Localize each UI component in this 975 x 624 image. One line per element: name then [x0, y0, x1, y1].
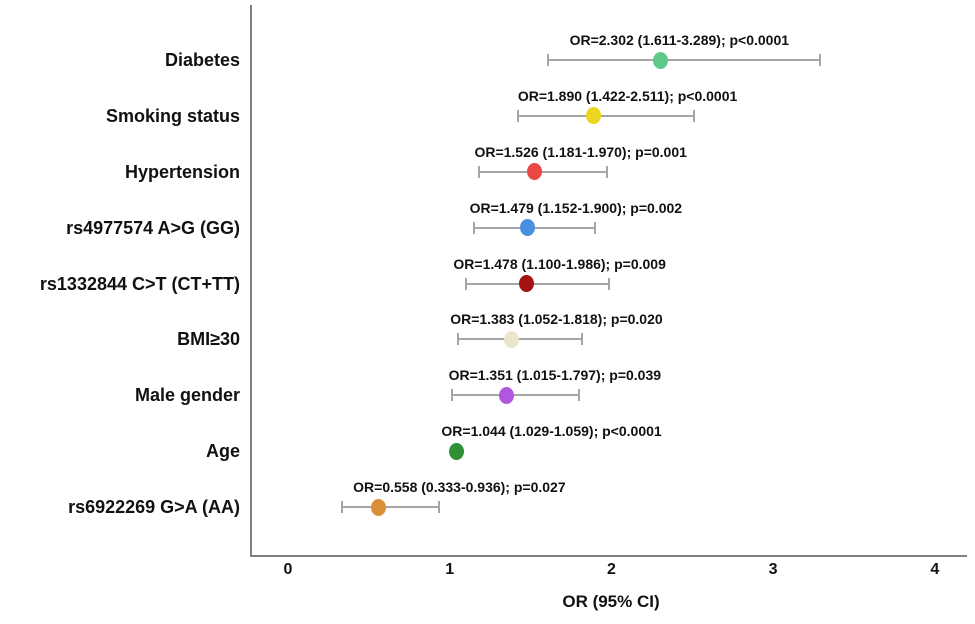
ci-cap-right — [594, 221, 597, 234]
ci-cap-right — [580, 333, 583, 346]
or-annotation: OR=2.302 (1.611-3.289); p<0.0001 — [569, 32, 790, 48]
category-label: rs6922269 G>A (AA) — [68, 497, 240, 517]
y-axis-line — [250, 5, 252, 557]
ci-cap-left — [473, 221, 476, 234]
ci-cap-right — [818, 54, 821, 66]
x-tick-label: 3 — [768, 561, 778, 578]
category-label: rs4977574 A>G (GG) — [66, 217, 240, 238]
x-tick-label: 1 — [445, 561, 455, 578]
category-label: Age — [205, 441, 240, 462]
ci-line — [465, 282, 610, 285]
or-point — [519, 219, 535, 237]
or-point — [504, 330, 520, 348]
or-point — [498, 386, 514, 404]
or-point — [519, 275, 535, 292]
ci-cap-right — [438, 501, 441, 513]
or-annotation: OR=1.526 (1.181-1.970); p=0.001 — [474, 143, 687, 160]
or-point — [370, 498, 386, 516]
ci-cap-right — [577, 389, 580, 402]
x-axis-line — [250, 555, 967, 557]
category-label: Diabetes — [164, 50, 240, 70]
x-axis-title: OR (95% CI) — [562, 592, 660, 611]
x-tick-label: 4 — [930, 561, 940, 578]
ci-cap-left — [464, 277, 467, 290]
or-annotation: OR=1.479 (1.152-1.900); p=0.002 — [469, 199, 683, 216]
category-label: rs1332844 C>T (CT+TT) — [39, 273, 240, 294]
or-annotation: OR=1.890 (1.422-2.511); p<0.0001 — [517, 87, 738, 104]
ci-line — [458, 338, 582, 341]
category-label: Smoking status — [105, 105, 240, 126]
ci-cap-right — [693, 109, 696, 122]
or-annotation: OR=0.558 (0.333-0.936); p=0.027 — [353, 479, 566, 495]
ci-cap-left — [457, 333, 460, 346]
or-point — [527, 163, 543, 181]
ci-cap-left — [516, 109, 519, 122]
or-annotation: OR=1.478 (1.100-1.986); p=0.009 — [453, 255, 666, 272]
category-label: Male gender — [134, 385, 240, 406]
ci-line — [517, 114, 694, 117]
category-label: Hypertension — [124, 161, 240, 182]
category-label: BMI≥30 — [177, 329, 240, 350]
ci-line — [341, 506, 440, 508]
ci-cap-left — [451, 389, 454, 402]
or-point — [586, 107, 602, 125]
ci-line — [474, 226, 596, 229]
or-point — [652, 51, 668, 69]
ci-line — [548, 59, 820, 61]
ci-line — [452, 394, 579, 397]
ci-cap-left — [477, 165, 480, 178]
ci-cap-right — [605, 165, 608, 178]
ci-cap-right — [608, 277, 611, 290]
ci-line — [478, 170, 607, 173]
or-annotation: OR=1.351 (1.015-1.797); p=0.039 — [448, 367, 662, 384]
ci-cap-left — [340, 501, 343, 513]
x-tick-label: 0 — [283, 561, 293, 578]
or-point — [449, 442, 465, 460]
ci-cap-left — [547, 54, 550, 66]
x-tick-label: 2 — [606, 561, 616, 578]
or-annotation: OR=1.044 (1.029-1.059); p<0.0001 — [441, 423, 662, 440]
or-annotation: OR=1.383 (1.052-1.818); p=0.020 — [450, 311, 663, 328]
